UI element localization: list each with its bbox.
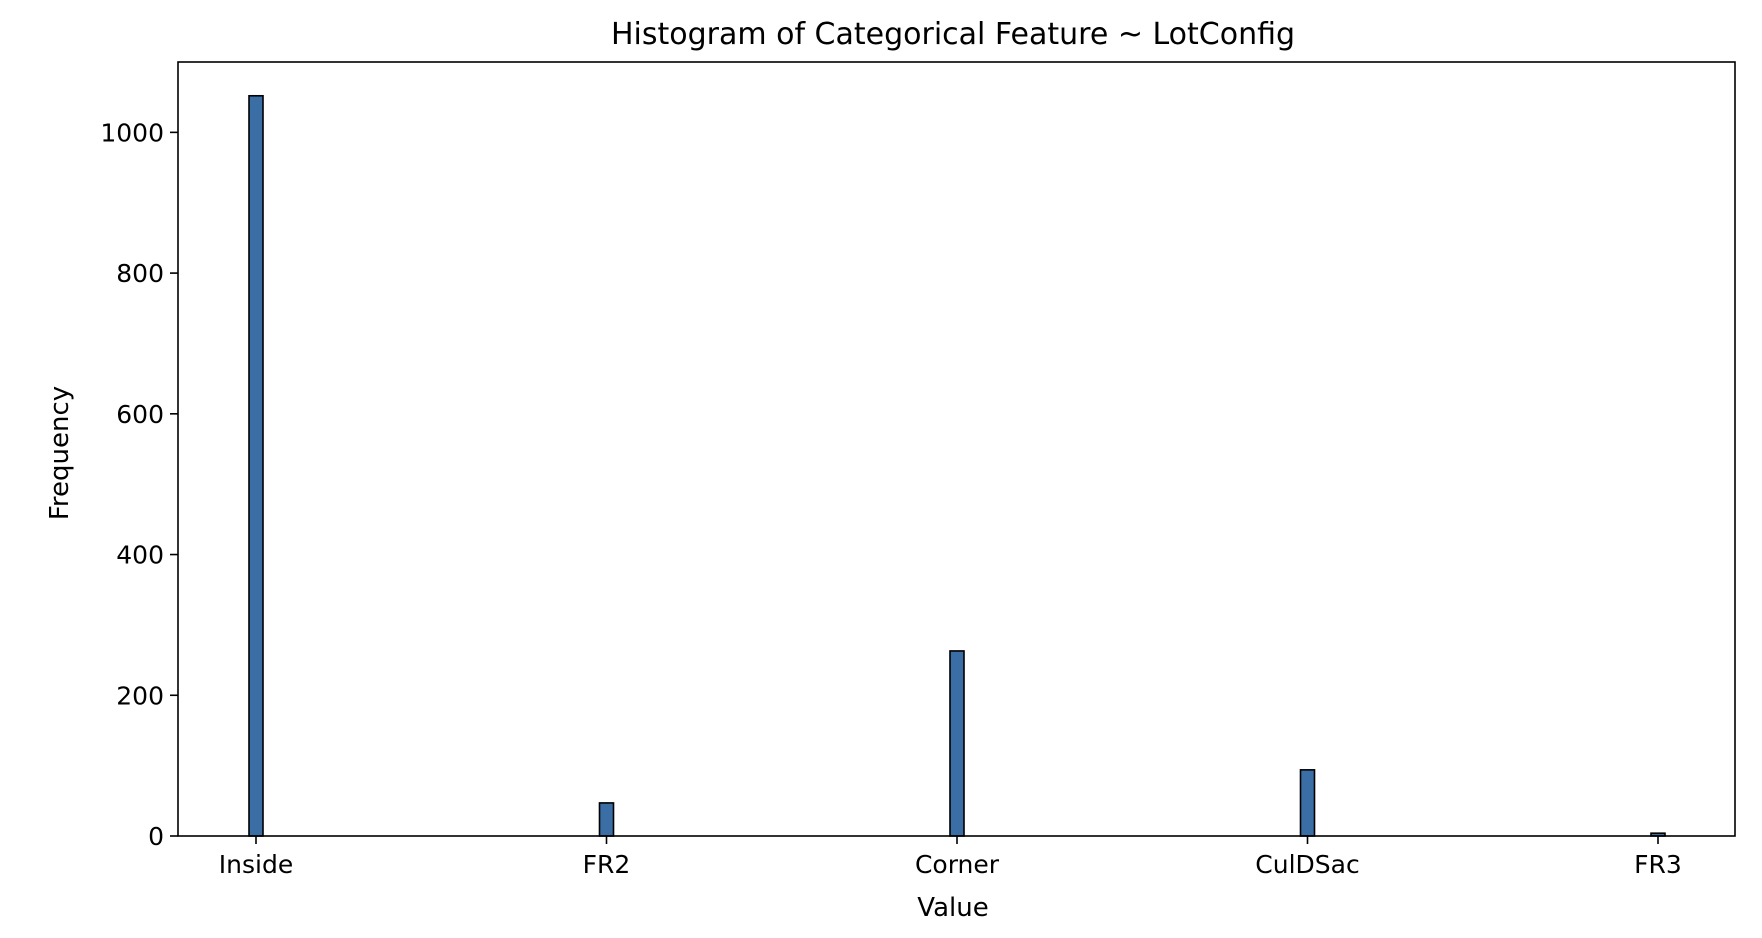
x-tick-label: FR3 [1634, 850, 1682, 879]
plot-area: 0 200 400 600 800 1000 Inside FR2 Corner CulDSac F… [100, 61, 1736, 879]
y-tick-label: 1000 [100, 118, 164, 147]
bar-fr2 [598, 802, 615, 837]
y-axis-label: Frequency [45, 386, 75, 520]
y-tick-label: 800 [116, 259, 164, 288]
chart-title: Histogram of Categorical Feature ~ LotCo… [611, 17, 1295, 52]
x-axis-label: Value [917, 893, 988, 923]
y-tick-label: 400 [116, 541, 164, 570]
bar-inside [248, 94, 264, 837]
y-tick-label: 200 [116, 681, 164, 710]
x-tick-label: CulDSac [1255, 850, 1359, 879]
y-tick-label: 600 [116, 400, 164, 429]
x-tick-label: FR2 [583, 850, 631, 879]
x-tick-label: Corner [915, 850, 1000, 879]
x-tick-label: Inside [219, 850, 293, 879]
bar-corner [949, 650, 965, 837]
bar-culdsac [1299, 769, 1316, 837]
y-tick-label: 0 [148, 822, 164, 851]
